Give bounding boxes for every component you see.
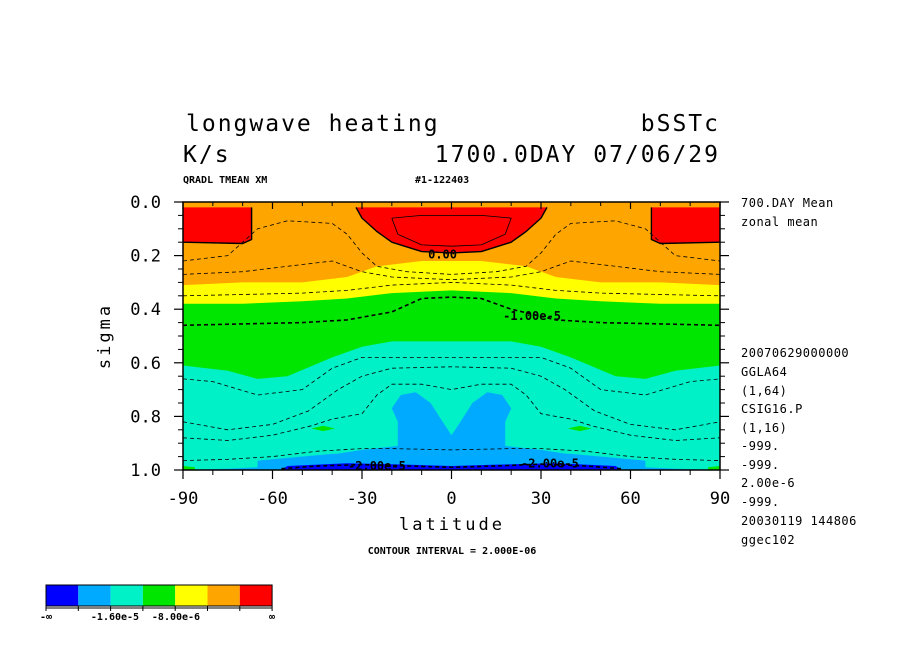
region-green-blob-left (311, 425, 336, 432)
units-label: K/s (183, 142, 231, 168)
chart-title: longwave heating (186, 111, 440, 137)
contour-line (281, 463, 622, 470)
y-tick-label: 0.8 (130, 407, 161, 427)
side-info-line: CSIG16.P (741, 402, 803, 416)
x-tick-label: -90 (168, 489, 199, 509)
legend-swatch (110, 585, 143, 606)
y-axis-title: sigma (95, 303, 115, 369)
y-tick-label: 0.2 (130, 247, 161, 267)
side-info-line: -999. (741, 495, 780, 509)
region-green-blob-right (567, 425, 592, 432)
region-green-blip-left (183, 466, 195, 470)
region-red-cap-center (356, 207, 547, 253)
side-info-line: 700.DAY Mean (741, 196, 834, 210)
variable-line: QRADL TMEAN XM (183, 175, 267, 186)
region-green-blip-right (708, 466, 720, 470)
contour-label: -2.00e-5 (348, 459, 406, 473)
side-info-line: 2.00e-6 (741, 476, 795, 490)
x-tick-label: -60 (257, 489, 288, 509)
legend-swatch (46, 585, 79, 606)
legend-swatch (142, 585, 176, 606)
legend-label-max: ∞ (269, 612, 275, 623)
contour-label: 0.00 (428, 247, 457, 261)
contour-line (650, 207, 720, 245)
contour-line (183, 383, 720, 441)
legend-swatch (175, 585, 208, 606)
x-tick-label: 90 (710, 489, 730, 509)
contour-line (183, 296, 720, 327)
y-tick-label: 0.6 (130, 354, 161, 374)
region-red-cap-right (651, 207, 720, 244)
contour-line (183, 281, 720, 297)
legend-label: -1.60e-5 (91, 612, 139, 623)
legend-frame (45, 584, 273, 607)
side-info-line: -999. (741, 439, 780, 453)
x-tick-label: 0 (446, 489, 456, 509)
axis-ticks: -90 -60 -30 0 30 60 90 0.0 0.2 0.4 0.6 0.8 1.0 (130, 193, 730, 509)
contour-label: -1.00e-5 (503, 309, 561, 323)
legend-swatch (78, 585, 111, 606)
side-info-line: ggec102 (741, 533, 795, 547)
contour-line (183, 356, 720, 396)
side-info-line: (1,16) (741, 421, 787, 435)
legend-swatch (207, 585, 240, 606)
contour-interval-text: CONTOUR INTERVAL = 2.000E-06 (368, 546, 537, 557)
legend-swatch (239, 585, 273, 606)
region-sky-column (302, 392, 601, 470)
contour-line (183, 207, 253, 245)
side-info-line: zonal mean (741, 215, 818, 229)
legend-label-min: -∞ (40, 612, 52, 623)
contour-line (355, 207, 548, 254)
side-info-line: -999. (741, 458, 780, 472)
y-tick-label: 0.4 (130, 300, 161, 320)
experiment-name: bSSTc (641, 111, 720, 137)
x-tick-label: 30 (531, 489, 551, 509)
contour-lines (183, 207, 720, 470)
contour-label: -2.00e-5 (521, 456, 579, 470)
side-info-line: GGLA64 (741, 365, 787, 379)
contour-line (183, 448, 720, 461)
contour-line (183, 366, 720, 431)
color-regions (183, 207, 720, 470)
side-info: 700.DAY Mean zonal mean 20070629000000 G… (741, 196, 857, 547)
date-label: 1700.0DAY 07/06/29 (435, 142, 720, 168)
color-legend (45, 584, 273, 611)
side-info-line: (1,64) (741, 384, 787, 398)
region-red-cap-left (183, 207, 252, 244)
x-axis-title: latitude (399, 515, 505, 535)
x-tick-label: -30 (347, 489, 378, 509)
side-info-line: 20070629000000 (741, 346, 849, 360)
y-tick-label: 0.0 (130, 193, 161, 213)
legend-label: -8.00e-6 (152, 612, 200, 623)
side-info-line: 20030119 144806 (741, 514, 857, 528)
y-tick-label: 1.0 (130, 461, 161, 481)
run-id: #1-122403 (415, 175, 469, 186)
contour-line (391, 214, 512, 247)
x-tick-label: 60 (620, 489, 640, 509)
